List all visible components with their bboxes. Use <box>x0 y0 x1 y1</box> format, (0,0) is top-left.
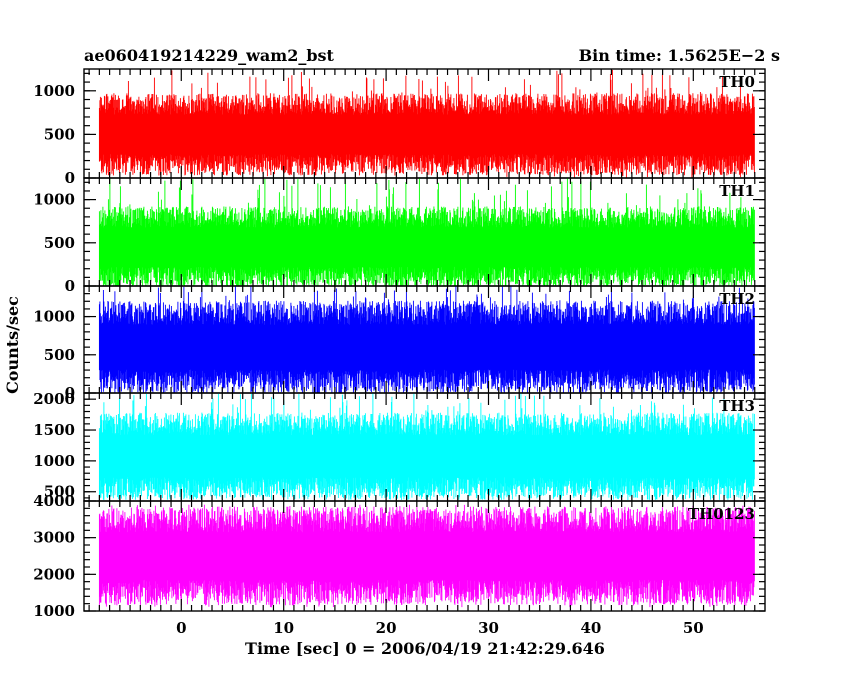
x-axis-label: Time [sec] 0 = 2006/04/19 21:42:29.646 <box>245 639 605 658</box>
series-label-th0: TH0 <box>719 73 755 91</box>
x-tick-label: 20 <box>376 619 397 637</box>
y-tick-label: 3000 <box>33 529 75 547</box>
header-left-title: ae060419214229_wam2_bst <box>84 46 335 65</box>
y-tick-label: 1000 <box>33 602 75 620</box>
x-tick-label: 30 <box>478 619 499 637</box>
y-tick-label: 500 <box>44 234 75 252</box>
y-tick-label: 0 <box>65 384 75 402</box>
y-tick-label: 1000 <box>33 82 75 100</box>
panel-frame-th0123 <box>83 500 766 612</box>
series-trace-th1 <box>98 178 755 286</box>
y-tick-label: 500 <box>44 483 75 501</box>
x-tick-label: 50 <box>683 619 704 637</box>
series-trace-th2 <box>98 286 755 393</box>
y-tick-label: 1500 <box>33 421 75 439</box>
y-tick-label: 4000 <box>33 492 75 510</box>
y-tick-label: 500 <box>44 346 75 364</box>
series-trace-th0123 <box>98 504 755 608</box>
y-tick-label: 0 <box>65 169 75 187</box>
header-right-title: Bin time: 1.5625E−2 s <box>579 46 780 65</box>
series-label-th0123: TH0123 <box>688 505 755 523</box>
series-label-th3: TH3 <box>719 397 755 415</box>
y-tick-label: 0 <box>65 277 75 295</box>
y-tick-label: 1000 <box>33 191 75 209</box>
y-tick-label: 1000 <box>33 452 75 470</box>
x-tick-label: 0 <box>176 619 186 637</box>
series-label-th1: TH1 <box>719 182 755 200</box>
x-tick-label: 10 <box>273 619 294 637</box>
series-trace-th3 <box>98 393 755 500</box>
y-tick-label: 2000 <box>33 390 75 408</box>
y-tick-label: 500 <box>44 125 75 143</box>
series-trace-th0 <box>98 69 755 178</box>
x-tick-label: 40 <box>580 619 601 637</box>
y-axis-label: Counts/sec <box>3 296 22 394</box>
y-tick-label: 1000 <box>33 308 75 326</box>
y-tick-label: 2000 <box>33 565 75 583</box>
series-label-th2: TH2 <box>719 290 755 308</box>
